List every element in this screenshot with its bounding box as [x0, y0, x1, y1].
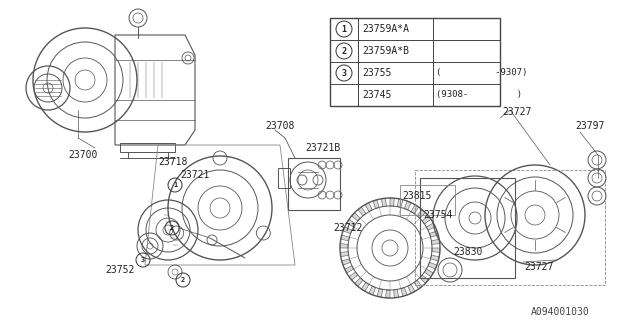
Text: 23815: 23815	[402, 191, 431, 201]
Polygon shape	[417, 210, 426, 218]
Polygon shape	[429, 231, 438, 237]
Text: 23797: 23797	[575, 121, 604, 131]
Polygon shape	[424, 269, 433, 277]
Text: A094001030: A094001030	[531, 307, 589, 317]
Text: 23759A*A: 23759A*A	[362, 24, 409, 34]
Text: 2: 2	[342, 46, 346, 55]
Polygon shape	[431, 255, 439, 261]
Text: 23712: 23712	[333, 223, 362, 233]
Text: (9308-         ): (9308- )	[436, 91, 522, 100]
Polygon shape	[411, 205, 419, 213]
Polygon shape	[381, 198, 387, 207]
Text: 23754: 23754	[423, 210, 452, 220]
Polygon shape	[397, 199, 403, 207]
Polygon shape	[408, 284, 415, 293]
Bar	[420, 178, 515, 278]
Polygon shape	[347, 219, 356, 227]
Polygon shape	[358, 207, 366, 216]
Polygon shape	[432, 248, 440, 252]
Polygon shape	[343, 227, 352, 234]
Text: 23700: 23700	[68, 150, 97, 160]
Text: 2: 2	[170, 225, 174, 231]
Polygon shape	[373, 200, 379, 209]
Polygon shape	[414, 280, 422, 289]
Text: 23721B: 23721B	[305, 143, 340, 153]
Text: 23727: 23727	[524, 262, 554, 272]
Text: 3: 3	[141, 257, 145, 263]
Polygon shape	[340, 252, 349, 257]
Bar	[288, 158, 340, 210]
Polygon shape	[404, 201, 411, 210]
Polygon shape	[394, 289, 399, 298]
Bar	[278, 168, 290, 188]
Polygon shape	[340, 235, 349, 241]
Text: 23708: 23708	[265, 121, 294, 131]
Text: 23759A*B: 23759A*B	[362, 46, 409, 56]
Polygon shape	[390, 198, 394, 206]
Polygon shape	[377, 289, 383, 297]
Text: 23752: 23752	[105, 265, 134, 275]
Polygon shape	[401, 287, 407, 296]
Polygon shape	[386, 290, 390, 298]
Text: 23727: 23727	[502, 107, 531, 117]
Polygon shape	[420, 275, 428, 283]
Text: 23745: 23745	[362, 90, 392, 100]
Polygon shape	[352, 213, 360, 221]
Polygon shape	[345, 266, 354, 273]
Text: 3: 3	[342, 68, 346, 77]
Text: (          -9307): ( -9307)	[436, 68, 527, 77]
Polygon shape	[340, 244, 348, 248]
Polygon shape	[342, 259, 351, 265]
Polygon shape	[349, 272, 358, 280]
Bar	[415, 170, 605, 285]
Polygon shape	[362, 283, 369, 291]
Text: 1: 1	[173, 182, 177, 188]
Text: 23718: 23718	[158, 157, 188, 167]
Polygon shape	[431, 239, 440, 244]
Polygon shape	[365, 203, 372, 212]
Polygon shape	[355, 278, 363, 286]
Text: 2: 2	[181, 277, 185, 283]
Bar	[330, 18, 500, 106]
Text: 23830: 23830	[453, 247, 483, 257]
Polygon shape	[369, 286, 376, 295]
Polygon shape	[422, 216, 431, 224]
Text: 23721: 23721	[180, 170, 209, 180]
Polygon shape	[428, 262, 437, 269]
Bar	[400, 185, 455, 215]
Text: 1: 1	[342, 25, 346, 34]
Polygon shape	[426, 223, 435, 230]
Text: 23755: 23755	[362, 68, 392, 78]
